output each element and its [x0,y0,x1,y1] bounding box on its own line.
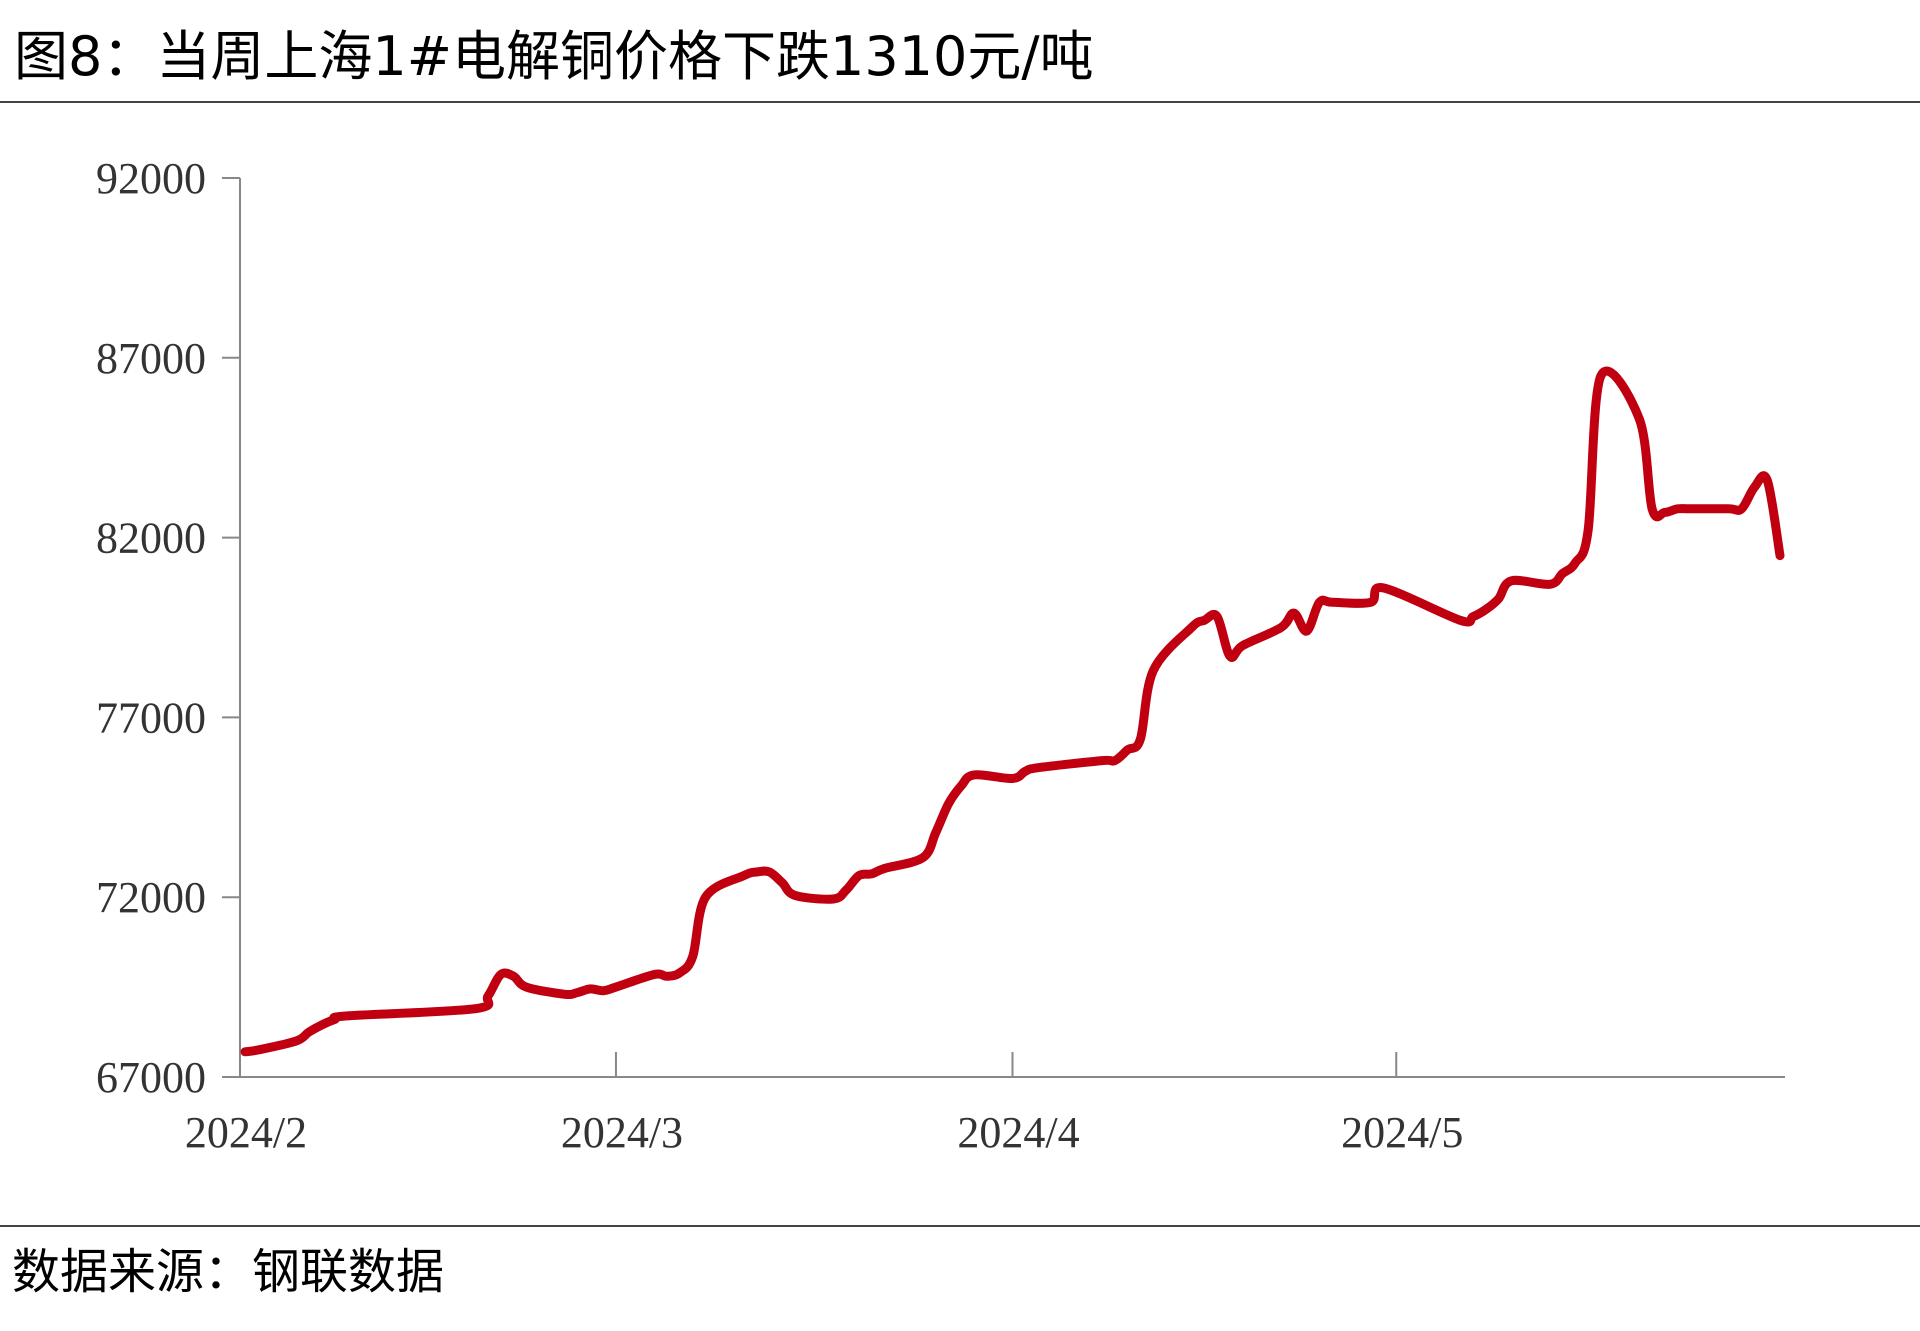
data-point [576,991,580,995]
data-point [1113,759,1117,763]
data-point [1318,600,1322,604]
price-series-line [240,366,1785,1057]
data-point [307,1030,311,1034]
data-point [780,881,784,885]
data-point [742,874,746,878]
data-point [972,773,976,777]
data-point [1471,615,1475,619]
data-point [1228,654,1232,658]
data-point [959,784,963,788]
data-point [947,802,951,806]
y-tick-label: 77000 [96,693,206,742]
data-point [704,895,708,899]
data-point [1138,737,1142,741]
data-point [1778,554,1782,558]
data-point [1561,572,1565,576]
data-point [1497,597,1501,601]
data-point [1663,510,1667,514]
data-point [563,992,567,996]
y-tick-label: 72000 [96,873,206,922]
data-point [1650,507,1654,511]
data-point [921,856,925,860]
x-tick-label: 2024/4 [957,1108,1079,1157]
data-point [1637,417,1641,421]
data-point [844,888,848,892]
data-point [768,870,772,874]
data-point [793,893,797,897]
data-point [857,874,861,878]
data-point [1190,626,1194,630]
data-point [1151,669,1155,673]
data-point [1100,759,1104,763]
data-point [256,1048,260,1052]
x-tick-label: 2024/2 [185,1108,307,1157]
data-point [755,870,759,874]
y-tick-label: 87000 [96,334,206,383]
x-axis: 2024/2 2024/3 2024/4 2024/5 [185,1052,1785,1157]
data-point [1586,528,1590,532]
data-point [1573,561,1577,565]
data-point [588,987,592,991]
data-point [1330,600,1334,604]
data-point [883,866,887,870]
data-point [1484,608,1488,612]
data-point [614,985,618,989]
series-group [240,366,1785,1057]
data-point [1676,507,1680,511]
data-point [320,1023,324,1027]
data-point [870,872,874,876]
y-axis: 92000 87000 82000 77000 72000 67000 [96,154,241,1102]
data-point [1548,582,1552,586]
data-point [1215,615,1219,619]
data-point [1752,485,1756,489]
y-tick-label: 92000 [96,154,206,203]
data-point [1292,611,1296,615]
x-tick-label: 2024/3 [561,1108,683,1157]
y-tick-label: 82000 [96,514,206,563]
data-point [1202,618,1206,622]
data-point [601,989,605,993]
data-point [1599,374,1603,378]
data-point [473,1007,477,1011]
data-point [1023,769,1027,773]
source-note: 数据来源：钢联数据 [12,1244,445,1300]
data-point [1689,507,1693,511]
data-point [1305,629,1309,633]
data-point [665,974,669,978]
data-point [691,955,695,959]
data-point [1727,507,1731,511]
y-tick-label: 67000 [96,1053,206,1102]
data-point [1126,748,1130,752]
x-tick-label: 2024/5 [1341,1108,1463,1157]
data-point [934,831,938,835]
data-point [652,973,656,977]
data-point [486,994,490,998]
data-point [1765,478,1769,482]
data-point [1011,777,1015,781]
data-point [294,1039,298,1043]
data-point [678,971,682,975]
data-point [1740,507,1744,511]
data-point [243,1050,247,1054]
data-point [499,973,503,977]
data-point [1458,618,1462,622]
data-point [345,1014,349,1018]
data-point [1369,600,1373,604]
title-divider [0,101,1920,103]
data-point [512,974,516,978]
footer-divider [0,1225,1920,1227]
data-point [1382,586,1386,590]
data-point [1036,766,1040,770]
chart-title: 图8：当周上海1#电解铜价格下跌1310元/吨 [14,25,1094,88]
data-point [831,897,835,901]
data-point [1241,644,1245,648]
data-point [1279,626,1283,630]
data-point [1509,579,1513,583]
data-point [524,985,528,989]
data-point [333,1018,337,1022]
